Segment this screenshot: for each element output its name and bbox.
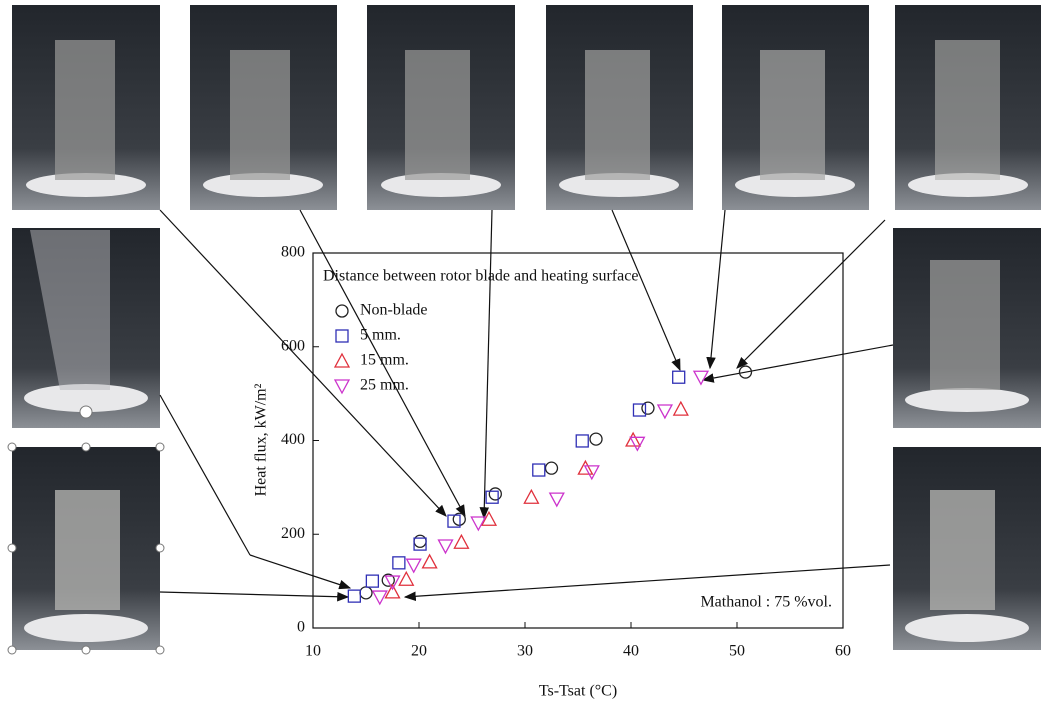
data-point	[576, 435, 588, 447]
photo	[12, 447, 160, 650]
x-tick-label: 50	[729, 643, 745, 660]
y-tick-label: 0	[297, 619, 305, 636]
legend-marker	[336, 330, 348, 342]
data-point	[630, 437, 644, 450]
data-point	[366, 575, 378, 587]
x-tick-label: 10	[305, 643, 321, 660]
photo	[722, 5, 869, 210]
x-tick-label: 60	[835, 643, 851, 660]
data-point	[674, 402, 688, 415]
plot: Distance between rotor blade and heating…	[253, 244, 851, 700]
legend-label: 15 mm.	[360, 352, 409, 369]
data-point	[524, 490, 538, 503]
photo	[12, 228, 160, 428]
page: Distance between rotor blade and heating…	[0, 0, 1041, 707]
data-point	[414, 535, 426, 547]
legend-label: Non-blade	[360, 302, 428, 319]
photo	[367, 5, 515, 210]
y-tick-label: 400	[281, 431, 305, 448]
data-point	[423, 555, 437, 568]
data-point	[658, 405, 672, 418]
data-point	[633, 404, 645, 416]
data-point	[386, 576, 400, 589]
data-point	[533, 464, 545, 476]
data-point	[393, 557, 405, 569]
data-point	[550, 493, 564, 506]
photo	[12, 5, 160, 210]
x-tick-label: 20	[411, 643, 427, 660]
photo	[893, 447, 1041, 650]
data-point	[546, 462, 558, 474]
photo	[895, 5, 1041, 210]
y-tick-label: 600	[281, 337, 305, 354]
data-point	[414, 538, 426, 550]
data-point	[386, 585, 400, 598]
x-axis-label: Ts-Tsat (°C)	[539, 683, 617, 700]
data-point	[694, 371, 708, 384]
y-tick-label: 800	[281, 244, 305, 261]
data-point	[673, 371, 685, 383]
x-tick-label: 30	[517, 643, 533, 660]
y-axis-label: Heat flux, kW/m²	[253, 383, 270, 496]
x-tick-label: 40	[623, 643, 639, 660]
data-point	[489, 488, 501, 500]
data-point	[407, 559, 421, 572]
data-point	[454, 535, 468, 548]
data-point	[439, 540, 453, 553]
data-point	[486, 491, 498, 503]
data-point	[626, 433, 640, 446]
y-tick-label: 200	[281, 525, 305, 542]
annotation: Mathanol : 75 %vol.	[700, 594, 832, 611]
legend-marker	[335, 354, 349, 367]
photo	[190, 5, 337, 210]
data-point	[399, 572, 413, 585]
legend-label: 25 mm.	[360, 377, 409, 394]
data-point	[590, 433, 602, 445]
data-point	[348, 590, 360, 602]
legend-label: 5 mm.	[360, 327, 401, 344]
legend-title: Distance between rotor blade and heating…	[323, 268, 638, 285]
data-point	[360, 587, 372, 599]
legend-marker	[336, 305, 348, 317]
photo	[546, 5, 693, 210]
photo	[893, 228, 1041, 428]
legend-marker	[335, 380, 349, 393]
photos	[8, 5, 1041, 654]
data-point	[373, 591, 387, 604]
